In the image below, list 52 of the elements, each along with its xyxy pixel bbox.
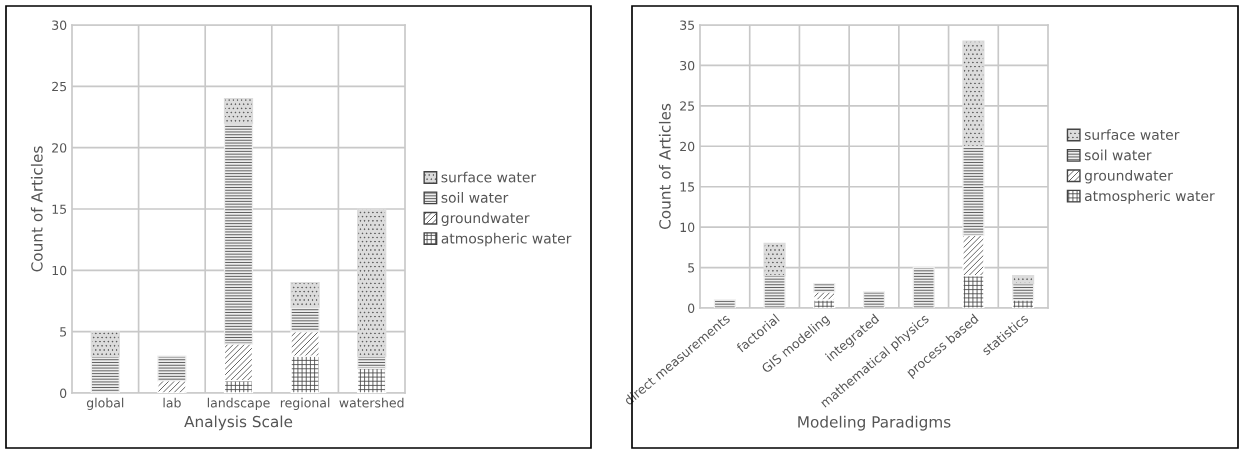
- bar: [157, 355, 187, 382]
- legend-label: groundwater: [1084, 169, 1173, 184]
- bar: [763, 242, 786, 277]
- x-tick-label: regional: [280, 397, 330, 410]
- y-tick-label: 0: [688, 303, 695, 313]
- y-tick-label: 35: [680, 20, 695, 30]
- bar: [962, 145, 985, 236]
- bar: [813, 283, 836, 293]
- bar: [862, 291, 886, 308]
- bar: [157, 380, 187, 393]
- x-tick-label: landscape: [207, 397, 270, 410]
- x-tick-label: global: [86, 397, 124, 410]
- y-tick-label: 10: [680, 222, 695, 233]
- y-tick-label: 20: [52, 143, 67, 153]
- bar: [290, 281, 320, 308]
- legend-label: atmospheric water: [1084, 190, 1215, 204]
- bar: [713, 299, 736, 308]
- y-tick-label: 25: [680, 101, 695, 111]
- bar: [357, 208, 387, 357]
- legend-label: atmospheric water: [441, 232, 572, 247]
- y-tick-label: 20: [680, 141, 695, 152]
- x-tick-label: lab: [163, 397, 181, 408]
- bar: [90, 355, 120, 393]
- legend-label: surface water: [441, 171, 537, 183]
- x-axis-title: Modeling Paradigms: [798, 415, 951, 431]
- legend-label: surface water: [1084, 129, 1180, 140]
- legend-label: groundwater: [441, 212, 530, 226]
- y-axis-title: Count of Articles: [30, 146, 43, 272]
- bar: [90, 331, 120, 357]
- y-tick-label: 10: [52, 265, 67, 276]
- bar: [1012, 283, 1035, 301]
- x-axis-title: Analysis Scale: [184, 415, 293, 431]
- y-tick-label: 30: [52, 20, 67, 30]
- bar: [912, 266, 935, 308]
- y-tick-label: 15: [52, 204, 67, 214]
- bar: [223, 97, 254, 124]
- legend-label: soil water: [441, 192, 509, 203]
- y-tick-label: 15: [680, 182, 695, 192]
- bar: [357, 367, 387, 393]
- legend-label: soil water: [1084, 149, 1152, 161]
- y-tick-label: 5: [60, 327, 67, 337]
- bar: [763, 275, 786, 308]
- x-tick-label: watershed: [339, 397, 404, 408]
- y-tick-label: 0: [60, 388, 67, 398]
- y-tick-label: 25: [52, 81, 67, 92]
- bar: [962, 40, 985, 147]
- y-tick-label: 5: [688, 263, 695, 273]
- y-tick-label: 30: [680, 60, 695, 71]
- bar: [1012, 275, 1035, 285]
- y-axis-title: Count of Articles: [658, 103, 671, 230]
- bar: [223, 122, 254, 345]
- bar: [290, 306, 320, 333]
